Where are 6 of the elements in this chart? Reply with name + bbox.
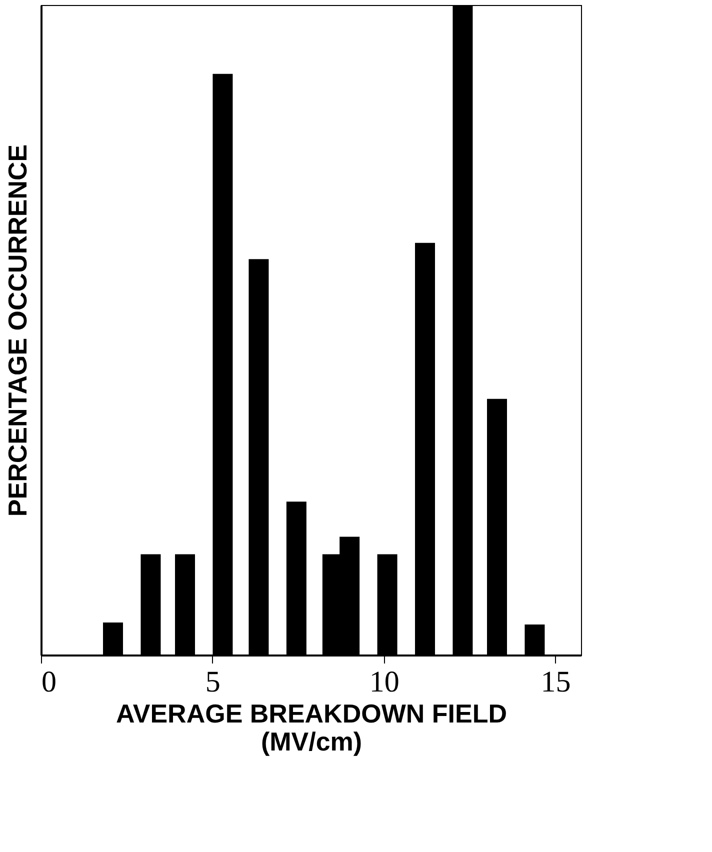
x-axis-title: AVERAGE BREAKDOWN FIELD (MV/cm) [116, 698, 507, 756]
x-tick-label: 10 [369, 666, 400, 698]
x-tick-label: 15 [540, 666, 571, 698]
x-tick-label: 5 [205, 666, 220, 698]
y-axis-title: PERCENTAGE OCCURRENCE [2, 144, 32, 517]
x-tick-label: 0 [42, 666, 56, 698]
